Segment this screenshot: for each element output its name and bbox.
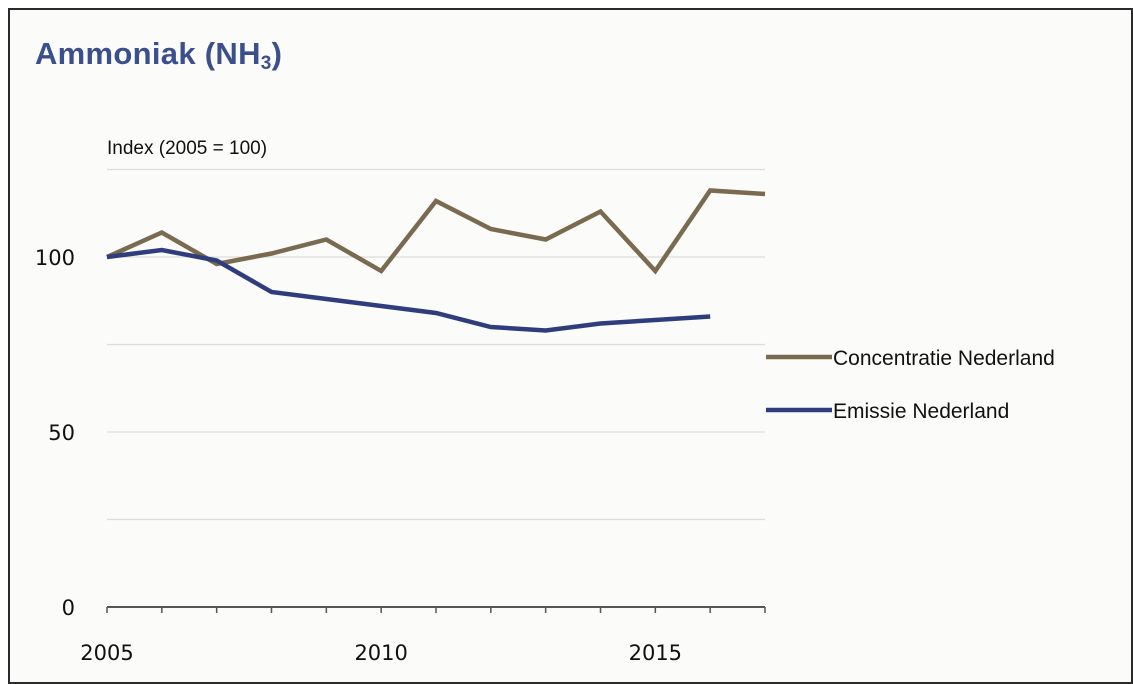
- y-tick-label: 100: [35, 246, 75, 270]
- x-tick-label: 2010: [354, 641, 407, 665]
- y-tick-label: 50: [48, 421, 75, 445]
- series-line-1: [106, 247, 711, 333]
- legend-label: Concentratie Nederland: [833, 347, 1055, 370]
- x-tick-label: 2005: [80, 641, 133, 665]
- y-axis-label: Index (2005 = 100): [107, 138, 268, 159]
- y-tick-label: 0: [62, 596, 75, 620]
- title-close: ): [271, 36, 283, 71]
- chart-frame: [8, 8, 1133, 684]
- x-tick-label: 2015: [629, 641, 682, 665]
- title-main: Ammoniak (NH: [35, 36, 261, 71]
- legend-label: Emissie Nederland: [833, 400, 1009, 423]
- title-subscript: 3: [260, 53, 272, 74]
- chart-title: Ammoniak (NH3): [35, 36, 282, 75]
